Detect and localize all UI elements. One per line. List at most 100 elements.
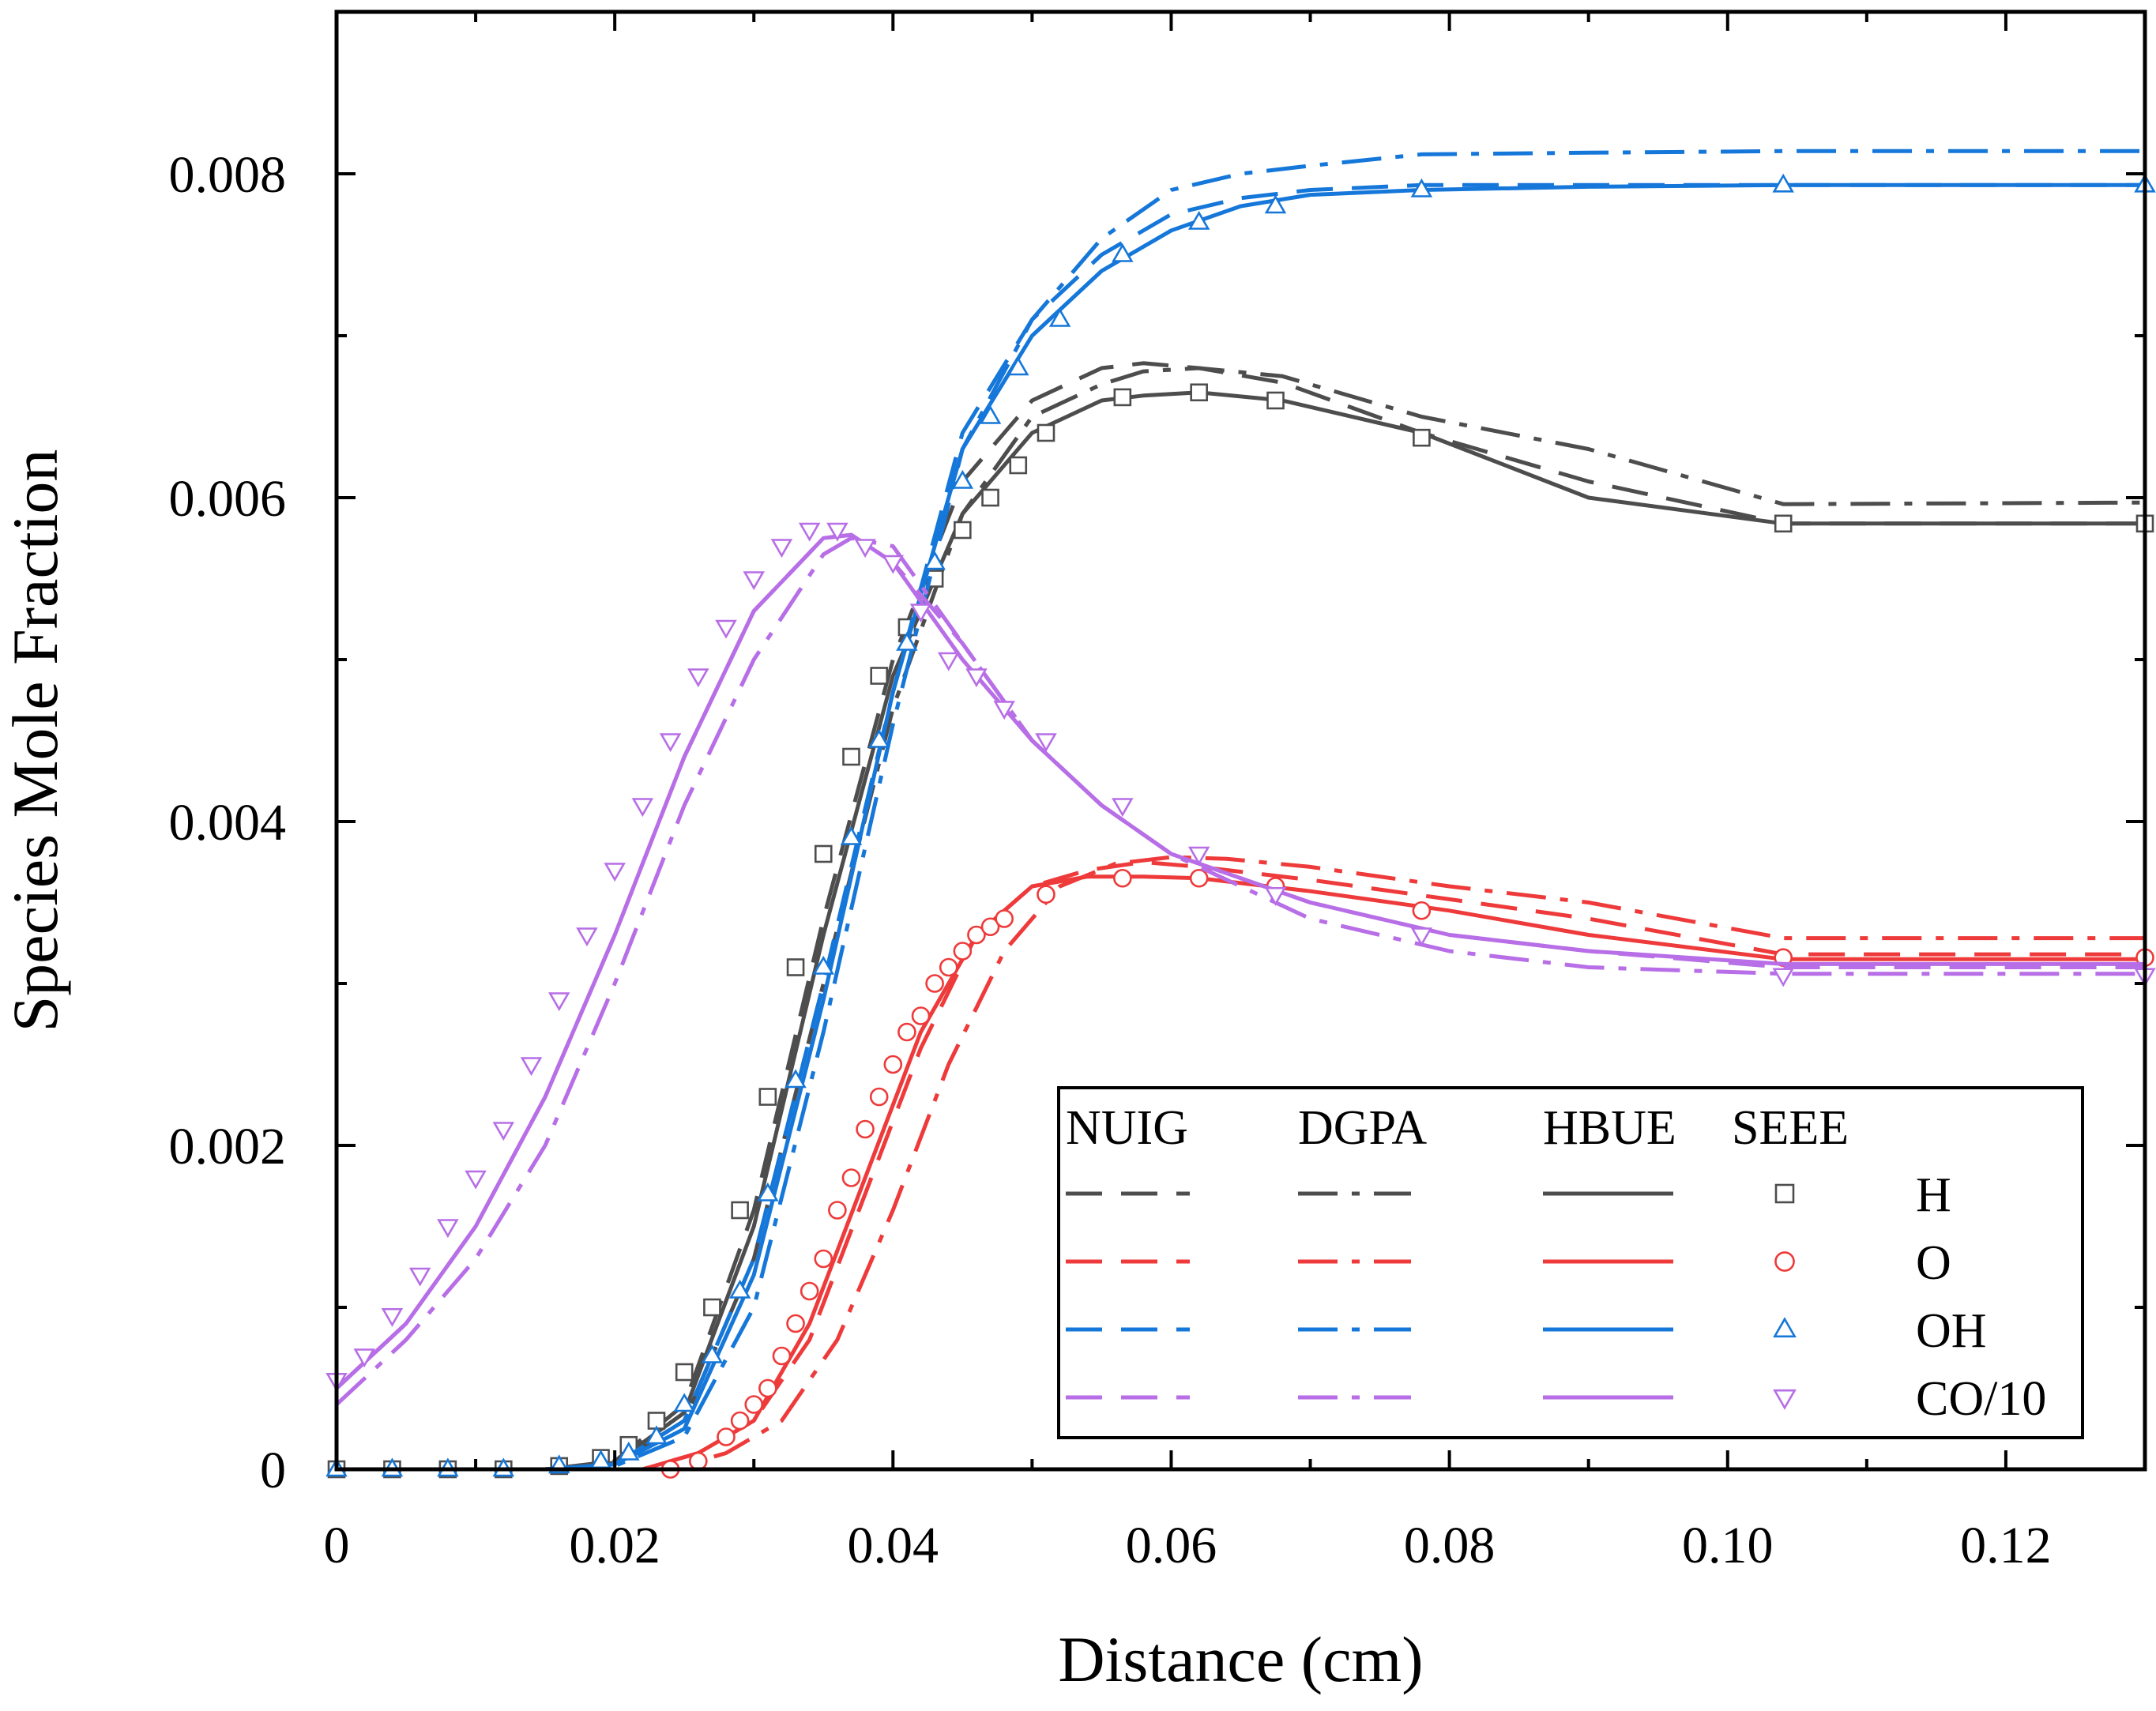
point-oh-seee [701, 1344, 724, 1363]
point-co-10-seee [353, 1348, 375, 1368]
point-h-seee [758, 1088, 777, 1106]
x-axis-title: Distance (cm) [1058, 1623, 1423, 1695]
point-oh-seee [728, 1279, 751, 1299]
point-o-seee [772, 1346, 792, 1366]
legend-marker-h [1774, 1183, 1795, 1204]
point-co-10-seee [604, 863, 626, 882]
point-o-seee [911, 1006, 931, 1025]
point-h-seee [1113, 388, 1132, 407]
point-o-seee [717, 1427, 736, 1446]
point-h-seee [703, 1298, 721, 1317]
point-oh-seee [1410, 178, 1433, 197]
plot-frame [334, 9, 2147, 1472]
point-co-10-seee [687, 668, 709, 688]
point-co-10-seee [715, 619, 737, 639]
x-tick-label: 0.04 [848, 1517, 939, 1574]
point-co-10-seee [743, 571, 765, 591]
point-co-10-seee [547, 992, 570, 1012]
point-h-seee [981, 488, 999, 507]
point-co-10-seee [1187, 846, 1210, 866]
point-co-10-seee [408, 1267, 431, 1287]
point-oh-seee [757, 1182, 779, 1201]
point-co-10-seee [882, 555, 905, 574]
point-co-10-seee [1772, 968, 1794, 987]
point-oh-seee [673, 1393, 695, 1412]
point-oh-seee [812, 955, 835, 975]
point-h-seee [954, 521, 972, 540]
point-oh-seee [1187, 210, 1210, 230]
point-h-seee [731, 1201, 749, 1220]
line-o-hbue [337, 874, 2145, 1472]
y-tick-label: 0.002 [169, 1118, 287, 1175]
point-co-10-seee [1264, 886, 1287, 906]
point-o-seee [841, 1168, 861, 1187]
point-co-10-seee [1112, 798, 1134, 818]
point-co-10-seee [465, 1170, 487, 1190]
legend: NUIG DGPA HBUE SEEE HO OH CO/10 [1057, 1086, 2084, 1439]
tick-layer: 0 0.02 0.04 0.06 0.08 0.10 0.12 0 0.002 0.004 0.00… [169, 10, 2147, 1574]
point-o-seee [995, 909, 1014, 928]
point-oh-seee [618, 1441, 640, 1461]
point-co-10-seee [381, 1307, 404, 1327]
point-o-seee [744, 1395, 764, 1414]
point-co-10-seee [965, 668, 988, 688]
point-h-seee [1190, 383, 1208, 402]
point-h-seee [842, 747, 860, 766]
point-co-10-seee [520, 1057, 543, 1077]
point-oh-seee [924, 551, 946, 570]
point-o-seee [786, 1314, 805, 1333]
point-co-10-seee [631, 798, 654, 818]
legend-header-nuig: NUIG [1066, 1101, 1188, 1155]
point-oh-seee [979, 404, 1002, 424]
x-tick-label: 0.06 [1126, 1517, 1217, 1574]
legend-label-h: H [1916, 1168, 1951, 1222]
point-o-seee [953, 942, 973, 961]
point-co-10-seee [826, 522, 848, 542]
point-oh-seee [896, 631, 918, 651]
point-o-seee [897, 1022, 916, 1042]
point-h-seee [814, 844, 833, 863]
point-oh-seee [951, 469, 974, 489]
point-o-seee [688, 1451, 708, 1471]
x-tick-label: 0.02 [569, 1517, 660, 1574]
y-tick-label: 0.008 [169, 146, 287, 204]
point-co-10-seee [437, 1219, 459, 1239]
point-oh-seee [840, 825, 863, 845]
point-co-10-seee [1410, 927, 1433, 947]
legend-label-co-10: CO/10 [1916, 1372, 2046, 1426]
x-tick-label: 0.08 [1404, 1517, 1496, 1574]
point-o-seee [980, 917, 1000, 937]
legend-header-dgpa: DGPA [1298, 1101, 1427, 1155]
y-tick-label: 0 [260, 1442, 286, 1499]
point-oh-seee [1007, 356, 1029, 376]
y-tick-label: 0.006 [169, 470, 287, 528]
point-oh-seee [1112, 243, 1134, 262]
point-h-seee [1266, 391, 1285, 410]
point-co-10-seee [909, 604, 932, 623]
point-oh-seee [1772, 173, 1794, 193]
point-oh-seee [1048, 307, 1071, 327]
point-o-seee [1189, 868, 1209, 888]
line-co-10-dgpa [335, 536, 2145, 1406]
point-co-10-seee [492, 1122, 515, 1141]
line-o-dgpa [337, 855, 2145, 1472]
legend-marker-oh [1773, 1317, 1797, 1338]
point-oh-seee [785, 1069, 807, 1089]
series-layer [325, 149, 2156, 1479]
point-o-seee [925, 974, 944, 993]
point-h-seee [1413, 428, 1431, 447]
point-o-seee [730, 1411, 750, 1431]
point-co-10-seee [770, 539, 793, 558]
point-co-10-seee [659, 733, 682, 753]
point-co-10-seee [993, 701, 1015, 720]
point-co-10-seee [798, 522, 821, 542]
point-o-seee [814, 1249, 833, 1269]
point-o-seee [939, 957, 958, 977]
point-o-seee [800, 1281, 819, 1301]
point-oh-seee [645, 1425, 668, 1445]
point-o-seee [828, 1201, 847, 1220]
point-co-10-seee [576, 927, 598, 947]
point-oh-seee [867, 728, 890, 748]
point-h-seee [1774, 514, 1793, 533]
